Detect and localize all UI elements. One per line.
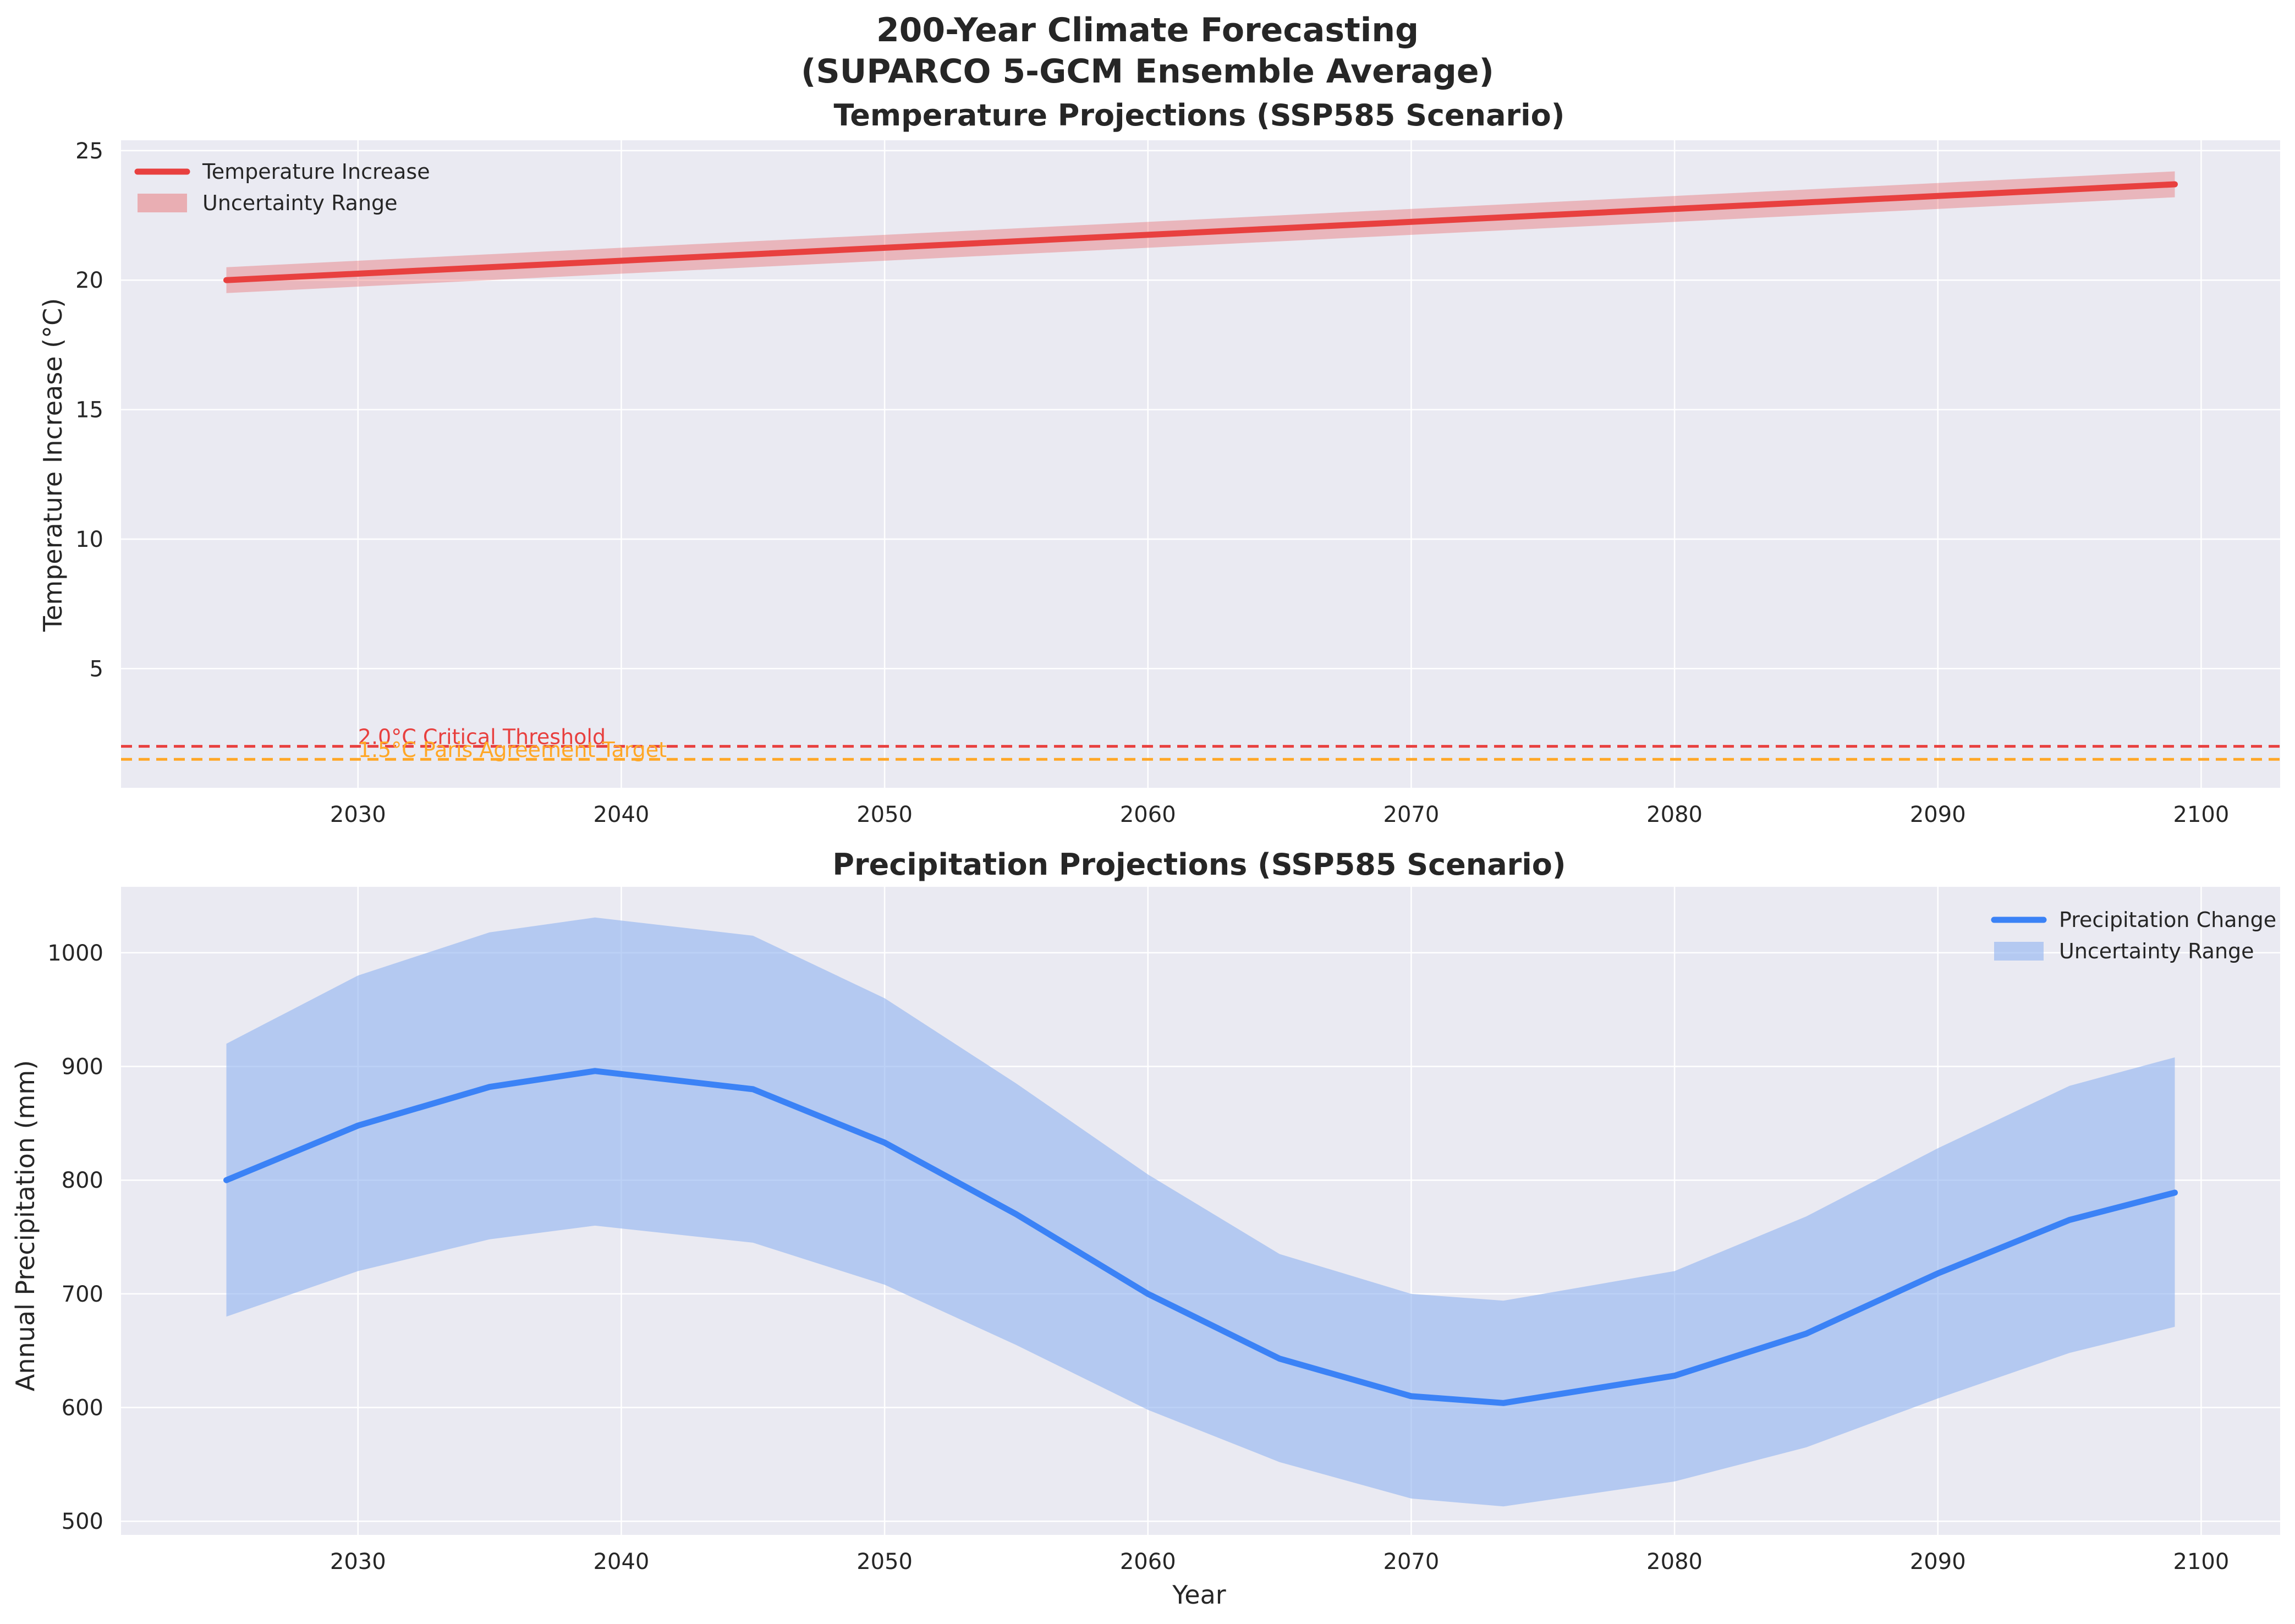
legend-label: Precipitation Change xyxy=(2059,908,2276,932)
y-tick-label: 20 xyxy=(75,268,103,293)
precipitation-y-tick-labels: 500 600 700 800 900 1000 xyxy=(47,941,103,1534)
precipitation-x-axis-label: Year xyxy=(1172,1580,1226,1610)
uncertainty-band xyxy=(226,917,2175,1507)
legend-label: Uncertainty Range xyxy=(202,191,398,215)
temperature-y-tick-labels: 5 10 15 20 25 xyxy=(75,139,103,682)
temperature-legend: Temperature Increase Uncertainty Range xyxy=(134,160,430,215)
temperature-plot-area xyxy=(121,140,2280,788)
y-tick-label: 500 xyxy=(62,1509,103,1534)
y-tick-label: 700 xyxy=(62,1282,103,1307)
x-tick-label: 2080 xyxy=(1646,1549,1703,1574)
precipitation-legend: Precipitation Change Uncertainty Range xyxy=(1991,908,2276,963)
precipitation-panel: Precipitation Projections (SSP585 Scenar… xyxy=(10,847,2280,1610)
x-tick-label: 2090 xyxy=(1910,1549,1966,1574)
x-tick-label: 2030 xyxy=(330,802,386,827)
y-tick-label: 25 xyxy=(75,139,103,164)
x-tick-label: 2040 xyxy=(594,802,650,827)
y-tick-label: 600 xyxy=(62,1396,103,1421)
precipitation-x-tick-labels: 2030 2040 2050 2060 2070 2080 2090 2100 xyxy=(330,1549,2229,1574)
figure-title-line2: (SUPARCO 5-GCM Ensemble Average) xyxy=(801,52,1494,91)
precipitation-y-axis-label: Annual Precipitation (mm) xyxy=(10,1060,40,1391)
x-tick-label: 2100 xyxy=(2173,1549,2230,1574)
temperature-x-tick-labels: 2030 2040 2050 2060 2070 2080 2090 2100 xyxy=(330,802,2229,827)
temperature-y-axis-label: Temperature Increase (°C) xyxy=(38,298,68,632)
legend-band-swatch xyxy=(1994,942,2044,961)
x-tick-label: 2050 xyxy=(856,1549,913,1574)
x-tick-label: 2070 xyxy=(1383,802,1440,827)
x-tick-label: 2050 xyxy=(856,802,913,827)
y-tick-label: 800 xyxy=(62,1168,103,1193)
x-tick-label: 2100 xyxy=(2173,802,2230,827)
legend-band-swatch xyxy=(138,194,187,212)
precipitation-marks xyxy=(223,917,2178,1507)
y-tick-label: 10 xyxy=(75,527,103,552)
temperature-panel-title: Temperature Projections (SSP585 Scenario… xyxy=(834,98,1565,133)
y-tick-label: 1000 xyxy=(47,941,103,966)
temperature-gridlines xyxy=(121,140,2280,788)
series-line xyxy=(223,181,2178,283)
y-tick-label: 5 xyxy=(90,656,103,682)
reference-line-label: 2.0°C Critical Threshold xyxy=(358,725,606,749)
legend-label: Uncertainty Range xyxy=(2059,939,2254,963)
x-tick-label: 2090 xyxy=(1910,802,1966,827)
x-tick-label: 2070 xyxy=(1383,1549,1440,1574)
series-line xyxy=(223,1068,2178,1406)
y-tick-label: 900 xyxy=(62,1055,103,1080)
x-tick-label: 2060 xyxy=(1120,1549,1176,1574)
figure-title-line1: 200-Year Climate Forecasting xyxy=(876,11,1419,50)
temperature-panel: Temperature Projections (SSP585 Scenario… xyxy=(38,98,2280,827)
x-tick-label: 2040 xyxy=(594,1549,650,1574)
x-tick-label: 2060 xyxy=(1120,802,1176,827)
reference-line-label: 1.5°C Paris Agreement Target xyxy=(358,738,667,762)
x-tick-label: 2080 xyxy=(1646,802,1703,827)
y-tick-label: 15 xyxy=(75,398,103,423)
precipitation-panel-title: Precipitation Projections (SSP585 Scenar… xyxy=(832,847,1566,882)
x-tick-label: 2030 xyxy=(330,1549,386,1574)
legend-label: Temperature Increase xyxy=(202,160,430,184)
